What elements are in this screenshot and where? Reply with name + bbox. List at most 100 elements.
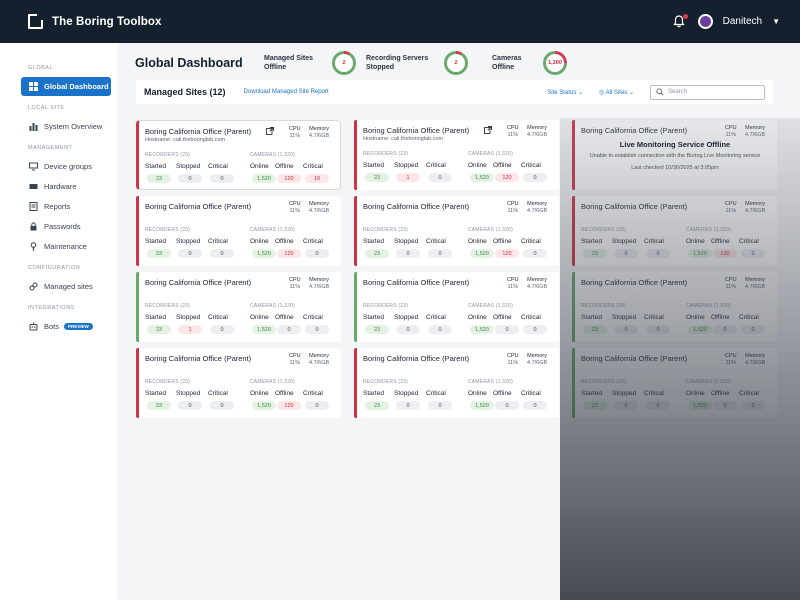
cpu-value: 11% xyxy=(507,284,519,290)
external-link-icon[interactable] xyxy=(266,127,274,135)
memory-label: Memory xyxy=(309,353,330,359)
rec-critical-count: 0 xyxy=(428,401,452,410)
started-count: 23 xyxy=(365,401,389,410)
managed-sites-title: Managed Sites (12) xyxy=(144,87,226,97)
globe-icon: ◎ xyxy=(599,89,605,96)
sidebar-item-global-dashboard[interactable]: Global Dashboard xyxy=(21,77,111,96)
started-count: 23 xyxy=(365,173,389,182)
sidebar-item-maintenance[interactable]: Maintenance xyxy=(21,237,111,256)
memory-label: Memory xyxy=(309,277,330,283)
offline-message: Unable to establish connection with the … xyxy=(589,153,761,159)
critical-label: Critical xyxy=(208,238,228,245)
online-count: 1,520 xyxy=(252,249,276,258)
search-input[interactable]: Search xyxy=(650,84,765,100)
stopped-count: 0 xyxy=(396,249,420,258)
stopped-label: Stopped xyxy=(176,238,201,245)
offline-label: Offline xyxy=(493,238,512,245)
started-label: Started xyxy=(145,163,166,170)
rec-critical-count: 0 xyxy=(428,173,452,182)
download-report-link[interactable]: Download Managed Site Report xyxy=(243,89,329,95)
memory-value: 4.7/6GB xyxy=(309,284,330,290)
sidebar-item-device-groups[interactable]: Device groups xyxy=(21,157,111,176)
sidebar-item-label: Managed sites xyxy=(44,282,93,291)
cpu-value: 11% xyxy=(289,284,301,290)
critical-label: Critical xyxy=(521,390,541,397)
cameras-group-label: CAMERAS (1,320) xyxy=(468,227,513,233)
chevron-down-icon[interactable]: ▼ xyxy=(772,17,780,26)
stopped-label: Stopped xyxy=(176,390,201,397)
sidebar-section-label: LOCAL SITE xyxy=(28,105,65,111)
sidebar-item-label: Hardware xyxy=(44,182,77,191)
offline-notice: Live Monitoring Service Offline Unable t… xyxy=(575,140,775,171)
rec-critical-count: 0 xyxy=(210,249,234,258)
site-card[interactable]: Boring California Office (Parent) Hostnam… xyxy=(136,120,341,190)
sidebar-item-hardware[interactable]: Hardware xyxy=(21,177,111,196)
notification-dot xyxy=(682,13,688,19)
user-name[interactable]: Danitech xyxy=(722,16,763,27)
recorders-group-label: RECORDERS (23) xyxy=(145,227,191,233)
cam-critical-count: 10 xyxy=(305,174,329,183)
stopped-label: Stopped xyxy=(176,314,201,321)
stopped-count: 0 xyxy=(178,174,202,183)
cpu-label: CPU xyxy=(507,277,519,283)
stat-value: 2 xyxy=(342,60,346,66)
offline-label: Offline xyxy=(493,390,512,397)
cpu-value: 11% xyxy=(289,133,301,139)
site-status-filter[interactable]: Site Status ⌄ xyxy=(547,89,583,96)
online-count: 1,520 xyxy=(252,174,276,183)
sidebar-section: GLOBAL Global Dashboard xyxy=(0,65,117,96)
lock-icon xyxy=(29,222,44,231)
cpu-label: CPU xyxy=(507,353,519,359)
stat-ring: 2 xyxy=(444,51,468,75)
stopped-count: 0 xyxy=(178,401,202,410)
search-placeholder: Search xyxy=(668,89,688,95)
cam-critical-count: 0 xyxy=(305,249,329,258)
all-sites-filter[interactable]: ◎ All Sites ⌄ xyxy=(599,89,634,96)
started-label: Started xyxy=(363,238,384,245)
stopped-label: Stopped xyxy=(176,163,201,170)
sidebar-item-bots[interactable]: Bots PREVIEW xyxy=(21,317,111,336)
avatar[interactable] xyxy=(697,14,713,29)
sidebar: GLOBAL Global Dashboard LOCAL SITE System O… xyxy=(0,43,117,600)
online-count: 1,520 xyxy=(470,401,494,410)
sidebar-item-system-overview[interactable]: System Overview xyxy=(21,117,111,136)
started-count: 23 xyxy=(365,249,389,258)
site-name: Boring California Office (Parent) xyxy=(145,278,252,287)
sidebar-item-passwords[interactable]: Passwords xyxy=(21,217,111,236)
sites-toolbar: Managed Sites (12) Download Managed Site… xyxy=(136,80,773,104)
cameras-group-label: CAMERAS (1,320) xyxy=(468,151,513,157)
stopped-count: 0 xyxy=(396,401,420,410)
online-count: 1,520 xyxy=(252,325,276,334)
site-name: Boring California Office (Parent) xyxy=(363,278,470,287)
stopped-count: 0 xyxy=(396,325,420,334)
recorders-group-label: RECORDERS (23) xyxy=(145,152,191,158)
sidebar-item-label: Reports xyxy=(44,202,71,211)
notification-bell-icon[interactable] xyxy=(672,13,688,30)
app-title: The Boring Toolbox xyxy=(52,15,162,28)
external-link-icon[interactable] xyxy=(484,126,492,134)
sidebar-item-reports[interactable]: Reports xyxy=(21,197,111,216)
online-label: Online xyxy=(468,238,487,245)
rec-critical-count: 0 xyxy=(428,249,452,258)
cameras-group-label: CAMERAS (1,320) xyxy=(468,379,513,385)
site-card[interactable]: Boring California Office (Parent) Hostnam… xyxy=(354,120,559,190)
stopped-label: Stopped xyxy=(394,162,419,169)
sidebar-item-managed-sites[interactable]: Managed sites xyxy=(21,277,111,296)
online-label: Online xyxy=(250,238,269,245)
site-name: Boring California Office (Parent) xyxy=(145,202,252,211)
cpu-value: 11% xyxy=(289,360,301,366)
grid-icon xyxy=(29,82,44,91)
sidebar-section: MANAGEMENT Device groups Hardware Reports Pa… xyxy=(0,145,117,256)
critical-label: Critical xyxy=(303,163,323,170)
stat-label: Cameras Offline xyxy=(492,55,522,71)
